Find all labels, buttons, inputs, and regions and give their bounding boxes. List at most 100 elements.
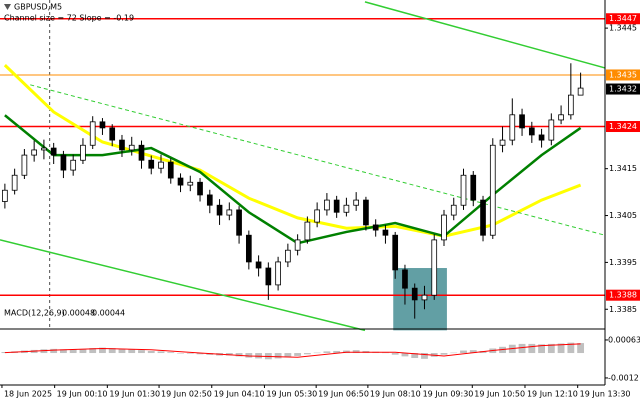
macd-bar bbox=[450, 352, 458, 354]
macd-bar bbox=[118, 348, 126, 354]
candle-body bbox=[236, 209, 242, 236]
macd-bar bbox=[40, 349, 48, 354]
candle-body bbox=[245, 234, 252, 263]
macd-bar bbox=[469, 350, 477, 354]
macd-bar bbox=[50, 348, 58, 354]
candle-body bbox=[255, 261, 262, 269]
macd-bar bbox=[294, 353, 302, 356]
candle-body bbox=[548, 119, 555, 141]
candle-body bbox=[363, 199, 369, 226]
x-tick-label: 19 Jun 08:10 bbox=[370, 390, 421, 399]
macd-bar bbox=[411, 353, 419, 359]
x-tick-label: 19 Jun 13:30 bbox=[580, 390, 631, 399]
macd-bar bbox=[69, 349, 77, 354]
level-label-bg bbox=[606, 69, 640, 81]
macd-bar bbox=[528, 343, 536, 354]
macd-bar bbox=[79, 349, 87, 354]
x-tick-label: 19 Jun 10:50 bbox=[474, 390, 525, 399]
y-tick-label: 1.3405 bbox=[609, 211, 637, 220]
candle-body bbox=[538, 134, 545, 141]
level-label-bg bbox=[606, 289, 640, 301]
candle-body bbox=[431, 239, 438, 296]
macd-bar bbox=[547, 343, 555, 354]
y2-tick-label: 0.00063 bbox=[608, 335, 640, 344]
candle-body bbox=[558, 114, 564, 121]
macd-bar bbox=[235, 353, 243, 357]
macd-bar bbox=[274, 353, 282, 359]
x-tick-label: 19 Jun 05:30 bbox=[266, 390, 317, 399]
candle-body bbox=[372, 224, 379, 231]
candle-body bbox=[489, 144, 496, 236]
macd-label: MACD(12,26,9) bbox=[4, 309, 65, 318]
macd-bar bbox=[284, 353, 292, 358]
candle-body bbox=[499, 139, 506, 146]
x-tick-label: 19 Jun 02:50 bbox=[161, 390, 212, 399]
indicator-line bbox=[30, 84, 606, 236]
candle-body bbox=[519, 114, 525, 129]
candle-body bbox=[343, 204, 350, 213]
candle-body bbox=[50, 147, 57, 156]
indicator-line bbox=[0, 239, 366, 332]
macd-bar bbox=[440, 353, 448, 355]
candle-body bbox=[99, 121, 106, 129]
macd-bar bbox=[60, 349, 67, 354]
candle-body bbox=[21, 154, 28, 176]
macd-bar bbox=[167, 352, 175, 354]
candle-body bbox=[285, 249, 291, 263]
macd-bar bbox=[147, 350, 155, 354]
candle-body bbox=[470, 174, 477, 201]
level-label: 1.3424 bbox=[609, 122, 637, 131]
candle-body bbox=[314, 209, 320, 223]
macd-bar bbox=[186, 353, 194, 354]
x-tick-label: 18 Jun 2025 bbox=[4, 390, 52, 399]
candle-body bbox=[60, 154, 67, 171]
price-label: 1.3432 bbox=[609, 85, 637, 94]
candle-body bbox=[80, 144, 86, 161]
plot bbox=[0, 0, 606, 332]
macd-bar bbox=[89, 348, 97, 354]
candle-body bbox=[480, 199, 486, 236]
macd-signal bbox=[4, 343, 581, 358]
candle-body bbox=[333, 199, 340, 213]
candle-body bbox=[275, 261, 281, 286]
macd-bar bbox=[303, 353, 311, 355]
symbol-icon bbox=[4, 4, 11, 10]
price-label-bg bbox=[606, 83, 640, 95]
macd-bar bbox=[177, 353, 184, 354]
macd-bar bbox=[108, 348, 116, 354]
chart-title: GBPUSD,M5 bbox=[14, 3, 62, 12]
macd-bar bbox=[382, 352, 389, 354]
candle-body bbox=[353, 199, 360, 206]
candle-body bbox=[187, 181, 194, 186]
macd-bar bbox=[421, 353, 428, 359]
y2-tick-label: -0.0012 bbox=[608, 373, 639, 382]
candle-body bbox=[31, 149, 37, 156]
candle-body bbox=[177, 177, 184, 186]
y-tick-label: 1.3385 bbox=[609, 305, 637, 314]
candle-body bbox=[304, 221, 311, 241]
y-tick-label: 1.3445 bbox=[609, 24, 637, 33]
macd-value: 0.00048 bbox=[62, 309, 95, 318]
macd-bar bbox=[313, 352, 321, 354]
candle-body bbox=[324, 199, 330, 211]
x-tick-label: 19 Jun 12:10 bbox=[527, 390, 578, 399]
macd-bar bbox=[245, 353, 253, 358]
candle-body bbox=[226, 209, 233, 216]
candle-body bbox=[382, 229, 389, 236]
candle-body bbox=[528, 127, 535, 136]
y-tick-label: 1.3395 bbox=[609, 258, 637, 267]
level-label: 1.3447 bbox=[609, 14, 637, 23]
macd-bar bbox=[577, 343, 585, 354]
candle-body bbox=[158, 161, 164, 169]
y-tick-label: 1.3415 bbox=[609, 164, 637, 173]
macd-bar bbox=[333, 350, 341, 354]
macd-bar bbox=[323, 351, 331, 354]
macd-bar bbox=[352, 350, 360, 354]
candle-body bbox=[138, 144, 145, 161]
macd-bar bbox=[557, 343, 565, 354]
candle-body bbox=[392, 234, 399, 271]
candle-body bbox=[197, 181, 203, 196]
highlight-box bbox=[393, 268, 447, 331]
